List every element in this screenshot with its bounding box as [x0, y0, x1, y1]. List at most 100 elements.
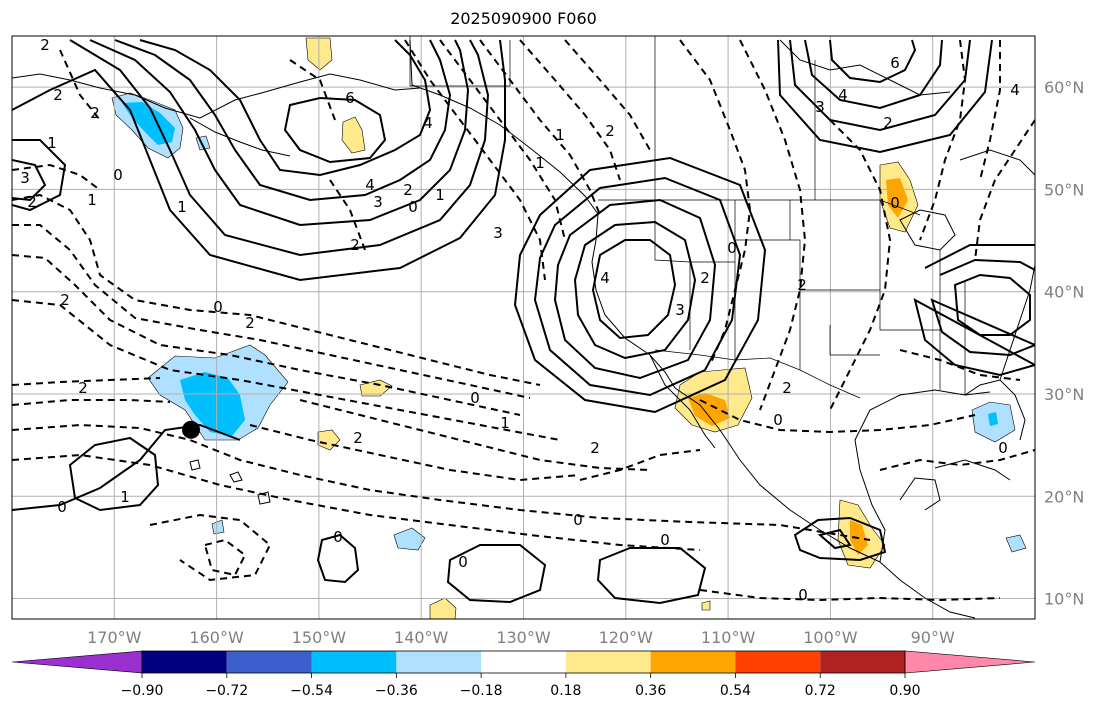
- border-state6: [879, 200, 940, 331]
- colorbar-tick-label: −0.90: [121, 683, 164, 699]
- contour-ridge-3: [89, 39, 470, 227]
- contour-high-6: [283, 96, 387, 164]
- contour-label: 2: [27, 193, 37, 211]
- colorbar-frame: [141, 650, 906, 674]
- coast-hawaii3: [257, 491, 271, 505]
- colorbar-tick-label: 0.90: [889, 683, 920, 699]
- contour-label: 2: [350, 236, 360, 254]
- lon-tick-labels: 170°W 160°W 150°W 140°W 130°W 120°W 110°W 100°W…: [87, 628, 955, 647]
- contour-small-4: [793, 516, 887, 562]
- shade-yellow-north2: [341, 116, 366, 154]
- contour-label: 3: [493, 224, 503, 242]
- contour-label: 2: [90, 104, 100, 122]
- contour-label: 1: [120, 488, 130, 506]
- shade-lb-small3: [1005, 534, 1027, 553]
- colorbar-tick-label: 0.72: [805, 683, 836, 699]
- lat-tick-label: 30°N: [1044, 385, 1084, 404]
- contour-label: 2: [700, 269, 710, 287]
- contour-label: 0: [998, 439, 1008, 457]
- coast-west-us: [591, 213, 676, 389]
- contour-label: 2: [883, 114, 893, 132]
- contour-label: 0: [470, 389, 480, 407]
- colorbar-segment: [735, 651, 821, 673]
- contour-label: 2: [605, 122, 615, 140]
- colorbar-extend-high: [904, 650, 1036, 674]
- coast-yucatan: [899, 477, 941, 511]
- contour-label: 3: [20, 169, 30, 187]
- coast-aleutians: [189, 117, 291, 157]
- lon-tick-label: 150°W: [292, 628, 347, 647]
- contour-ridge-5: [12, 39, 506, 282]
- contour-ridge-2: [114, 39, 452, 202]
- contour-label: 0: [458, 553, 468, 571]
- map-frame: [11, 35, 1036, 620]
- contour-label: 6: [345, 89, 355, 107]
- contour-low-west2: [12, 159, 47, 202]
- colorbar-tick-label: 0.18: [550, 683, 581, 699]
- border-state3: [735, 239, 880, 291]
- colorbar-extend-low: [11, 650, 143, 674]
- contour-west-1: [12, 423, 241, 511]
- coast-hawaii2: [229, 471, 243, 483]
- contour-cutoff-2: [573, 220, 697, 360]
- contour-label: 0: [408, 198, 418, 216]
- contour-label: 2: [590, 439, 600, 457]
- contour-ridge-1: [139, 39, 432, 177]
- coast-mexico-west: [674, 387, 881, 563]
- contour-label: 1: [500, 414, 510, 432]
- contour-label: 1: [435, 186, 445, 204]
- colorbar-tick-label: −0.72: [205, 683, 248, 699]
- contours-positive: [12, 39, 1035, 605]
- colorbar-segment: [565, 651, 651, 673]
- colorbar-segment: [311, 651, 397, 673]
- contour-label: 3: [675, 301, 685, 319]
- contour-label: 2: [78, 379, 88, 397]
- shade-blue: [180, 372, 245, 436]
- contour-label: 0: [113, 166, 123, 184]
- colorbar-tick-label: 0.36: [635, 683, 666, 699]
- coast-gulf-alaska: [409, 39, 599, 215]
- contour-small-1: [316, 533, 360, 584]
- colorbar-tick-label: −0.36: [375, 683, 418, 699]
- contour-label: 1: [47, 134, 57, 152]
- shade-lb-small5: [211, 519, 225, 535]
- contour-low-west1: [12, 139, 67, 212]
- contour-ne-low-2: [804, 39, 943, 110]
- contour-label: 3: [373, 193, 383, 211]
- contour-label: 2: [782, 379, 792, 397]
- contour-ne-low-4: [777, 39, 993, 154]
- lon-tick-label: 120°W: [599, 628, 654, 647]
- contour-cutoff-5: [513, 156, 767, 414]
- contour-label: 0: [333, 528, 343, 546]
- shade-b-small2: [988, 412, 998, 426]
- border-alaska-canada: [409, 36, 511, 87]
- station-dot: [182, 420, 201, 439]
- contour-label: 2: [353, 429, 363, 447]
- border-us-mexico: [654, 349, 861, 399]
- shade-yellow-small3: [429, 597, 457, 619]
- contour-label: 4: [600, 269, 610, 287]
- contour-label: 0: [660, 531, 670, 549]
- contour-label: 0: [573, 511, 583, 529]
- coast-baja: [649, 354, 716, 449]
- contour-ne-low-1: [829, 39, 917, 84]
- contour-label: 0: [798, 586, 808, 604]
- lat-tick-label: 40°N: [1044, 283, 1084, 302]
- lat-tick-label: 60°N: [1044, 78, 1084, 97]
- lat-tick-labels: 60°N 50°N 40°N 30°N 20°N 10°N: [1044, 78, 1084, 608]
- contour-ne-low-3: [789, 39, 971, 132]
- contour-label: 0: [890, 194, 900, 212]
- contour-label: 0: [57, 498, 67, 516]
- contour-east-low-1: [953, 273, 1031, 336]
- contour-cutoff-1: [591, 239, 677, 340]
- coast-florida: [964, 379, 1026, 441]
- coast-central-am: [879, 561, 976, 619]
- colorbar-segment: [142, 651, 227, 673]
- shade-orange-great-lakes: [886, 178, 908, 218]
- contour-label: 2: [245, 314, 255, 332]
- colorbar-segment: [396, 651, 482, 673]
- contour-label: 1: [555, 126, 565, 144]
- contour-ridge-4: [69, 39, 490, 257]
